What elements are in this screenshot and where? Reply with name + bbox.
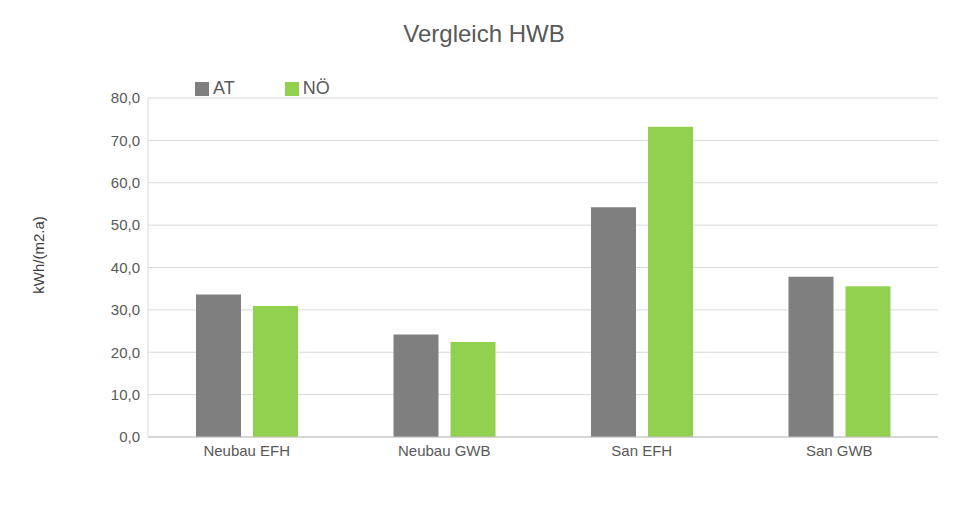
svg-text:40,0: 40,0: [111, 259, 140, 276]
html-text:NÖ: NÖ: [302, 78, 330, 98]
html-text:kWh/(m2.a): kWh/(m2.a): [29, 216, 47, 294]
svg-text:60,0: 60,0: [111, 174, 140, 191]
svg-text:0,0: 0,0: [119, 428, 140, 445]
svg-text:50,0: 50,0: [111, 216, 140, 233]
html-text:Vergleich HWB: Vergleich HWB: [403, 20, 565, 47]
svg-text:20,0: 20,0: [111, 344, 140, 361]
svg-text:10,0: 10,0: [111, 386, 140, 403]
svg-text:Neubau EFH: Neubau EFH: [203, 442, 290, 459]
svg-text:30,0: 30,0: [111, 301, 140, 318]
html-text:AT: AT: [213, 78, 235, 98]
svg-text:Neubau GWB: Neubau GWB: [398, 442, 491, 459]
svg-text:80,0: 80,0: [111, 89, 140, 106]
svg-text:San EFH: San EFH: [611, 442, 672, 459]
svg-text:70,0: 70,0: [111, 132, 140, 149]
svg-text:San GWB: San GWB: [806, 442, 873, 459]
